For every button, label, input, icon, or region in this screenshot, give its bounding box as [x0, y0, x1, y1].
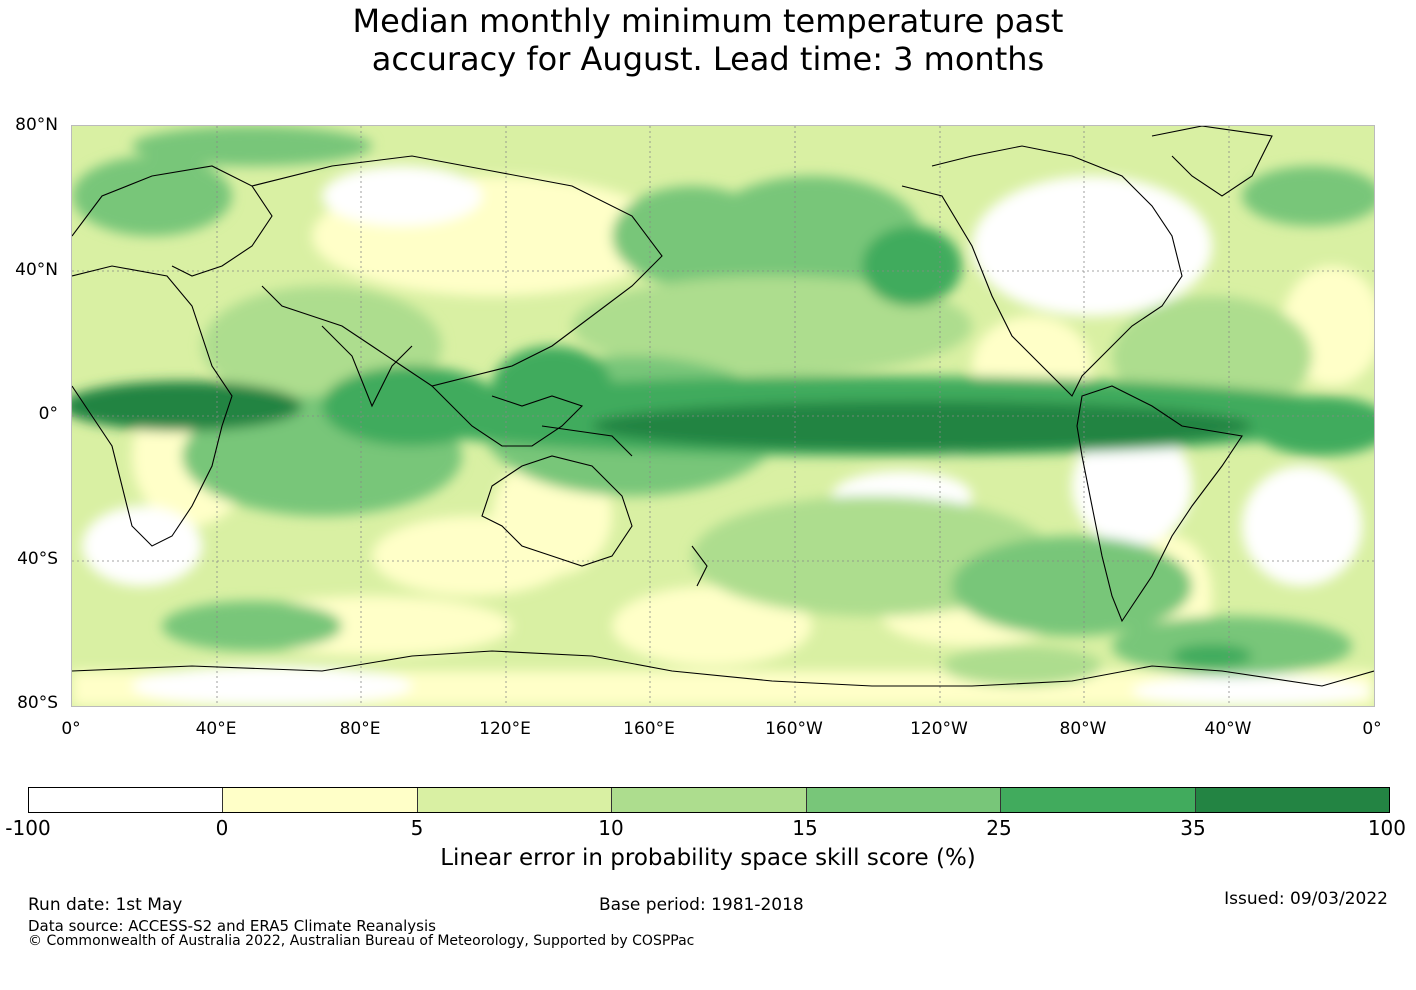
run-date: Run date: 1st May: [28, 895, 183, 915]
coastlines: [72, 126, 1374, 687]
lon-label-160w: 160°W: [765, 719, 823, 739]
colorbar: [28, 787, 1390, 813]
colorbar-tick-label: 35: [1180, 816, 1206, 840]
colorbar-segment-1: [29, 788, 224, 812]
title-line-1: Median monthly minimum temperature past: [352, 2, 1064, 40]
lon-label-40w: 40°W: [1204, 719, 1252, 739]
colorbar-title: Linear error in probability space skill …: [440, 845, 976, 871]
lon-label-120e: 120°E: [479, 719, 531, 739]
skill-score-map: [71, 125, 1375, 707]
colorbar-segment-7: [1195, 788, 1389, 812]
issued-date: Issued: 09/03/2022: [1224, 889, 1388, 909]
colorbar-tick-label: 15: [792, 816, 818, 840]
data-source: Data source: ACCESS-S2 and ERA5 Climate …: [28, 917, 436, 935]
lon-label-160e: 160°E: [623, 719, 675, 739]
lon-label-0: 0°: [61, 719, 81, 739]
lon-label-120w: 120°W: [910, 719, 968, 739]
lat-label-0: 0°: [38, 404, 58, 424]
map-svg: [72, 126, 1374, 706]
map-title: Median monthly minimum temperature past …: [0, 2, 1416, 78]
colorbar-tick-label: -100: [5, 816, 51, 840]
lat-label-40n: 40°N: [15, 260, 58, 280]
graticule: [72, 126, 1374, 706]
lat-label-80s: 80°S: [17, 693, 58, 713]
lat-label-40s: 40°S: [17, 549, 58, 569]
colorbar-segment-5: [806, 788, 1002, 812]
colorbar-tick-label: 100: [1367, 816, 1406, 840]
skill-field: [72, 126, 1374, 706]
base-period: Base period: 1981-2018: [599, 895, 804, 915]
colorbar-tick-label: 0: [215, 816, 229, 840]
lon-label-40e: 40°E: [195, 719, 237, 739]
colorbar-tick-label: 25: [986, 816, 1012, 840]
lat-label-80n: 80°N: [15, 115, 58, 135]
colorbar-segment-3: [417, 788, 613, 812]
title-line-2: accuracy for August. Lead time: 3 months: [371, 40, 1045, 78]
colorbar-segment-6: [1001, 788, 1196, 812]
colorbar-tick-label: 5: [410, 816, 424, 840]
copyright: © Commonwealth of Australia 2022, Austra…: [28, 933, 695, 949]
colorbar-segment-4: [612, 788, 807, 812]
lon-label-0-end: 0°: [1362, 719, 1382, 739]
lon-label-80w: 80°W: [1059, 719, 1107, 739]
lon-label-80e: 80°E: [339, 719, 381, 739]
colorbar-segment-2: [223, 788, 418, 812]
colorbar-tick-label: 10: [598, 816, 624, 840]
